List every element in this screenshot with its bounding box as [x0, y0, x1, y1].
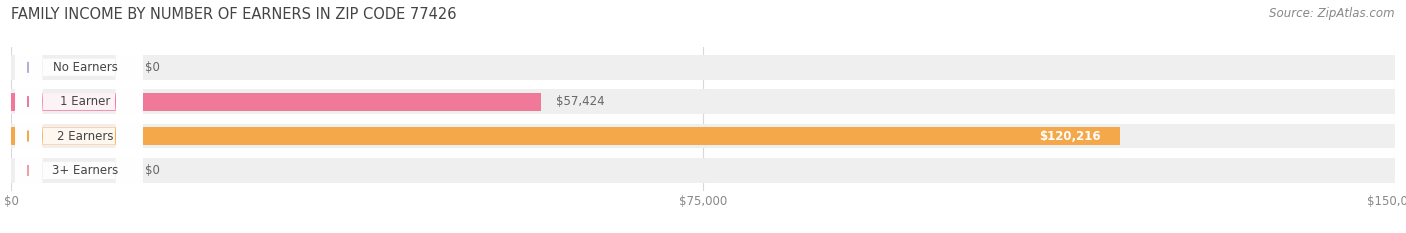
Text: FAMILY INCOME BY NUMBER OF EARNERS IN ZIP CODE 77426: FAMILY INCOME BY NUMBER OF EARNERS IN ZI… [11, 7, 457, 22]
FancyBboxPatch shape [15, 0, 142, 233]
Text: $120,216: $120,216 [1039, 130, 1101, 143]
Text: 1 Earner: 1 Earner [60, 95, 111, 108]
Bar [11, 55, 1395, 80]
Bar [11, 158, 1395, 183]
Text: No Earners: No Earners [53, 61, 118, 74]
Text: $0: $0 [145, 61, 160, 74]
Text: Source: ZipAtlas.com: Source: ZipAtlas.com [1270, 7, 1395, 20]
Text: 3+ Earners: 3+ Earners [52, 164, 118, 177]
FancyBboxPatch shape [15, 0, 142, 233]
Bar [11, 89, 1395, 114]
Text: $0: $0 [145, 164, 160, 177]
Text: 2 Earners: 2 Earners [58, 130, 114, 143]
Bar [11, 127, 1121, 145]
Text: $57,424: $57,424 [557, 95, 605, 108]
Bar [11, 93, 541, 111]
Bar [11, 124, 1395, 148]
FancyBboxPatch shape [15, 0, 142, 233]
FancyBboxPatch shape [15, 0, 142, 233]
